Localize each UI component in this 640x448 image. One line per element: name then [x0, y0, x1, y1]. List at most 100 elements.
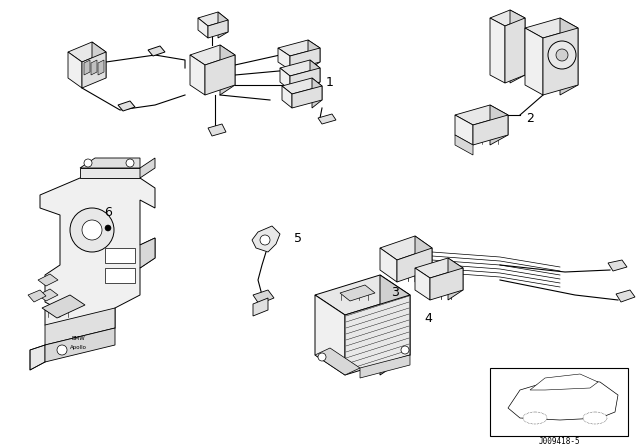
Polygon shape	[380, 275, 410, 375]
Polygon shape	[616, 290, 635, 302]
Polygon shape	[315, 295, 345, 375]
Polygon shape	[42, 295, 85, 318]
Text: 5: 5	[294, 232, 302, 245]
Polygon shape	[415, 268, 430, 300]
Text: Apollo: Apollo	[70, 345, 86, 350]
Polygon shape	[118, 101, 135, 111]
Circle shape	[548, 41, 576, 69]
Text: 2: 2	[526, 112, 534, 125]
Bar	[105, 268, 135, 283]
Polygon shape	[280, 60, 320, 76]
Circle shape	[318, 353, 326, 361]
Polygon shape	[140, 238, 155, 268]
Polygon shape	[45, 328, 115, 362]
Polygon shape	[92, 42, 106, 78]
Polygon shape	[430, 268, 463, 300]
Circle shape	[260, 235, 270, 245]
Polygon shape	[530, 374, 598, 390]
Text: 6: 6	[104, 206, 112, 219]
Circle shape	[105, 225, 111, 231]
Text: 3: 3	[391, 285, 399, 298]
Polygon shape	[98, 60, 104, 75]
Polygon shape	[253, 298, 268, 316]
Text: 4: 4	[424, 311, 432, 324]
Polygon shape	[312, 78, 322, 108]
Polygon shape	[543, 28, 578, 95]
Polygon shape	[340, 285, 375, 301]
Polygon shape	[282, 86, 292, 108]
Polygon shape	[490, 105, 508, 145]
Polygon shape	[82, 52, 106, 88]
Bar	[490, 368, 628, 436]
Circle shape	[126, 159, 134, 167]
Polygon shape	[148, 46, 165, 56]
Ellipse shape	[583, 412, 607, 424]
Polygon shape	[315, 348, 360, 375]
Polygon shape	[608, 260, 627, 271]
Circle shape	[84, 159, 92, 167]
Circle shape	[57, 345, 67, 355]
Circle shape	[556, 49, 568, 61]
Polygon shape	[380, 248, 397, 282]
Polygon shape	[190, 55, 205, 95]
Polygon shape	[505, 18, 525, 83]
Polygon shape	[253, 290, 274, 304]
Polygon shape	[28, 290, 46, 302]
Polygon shape	[490, 18, 505, 83]
Circle shape	[70, 208, 114, 252]
Polygon shape	[208, 124, 226, 136]
Text: J009418-5: J009418-5	[538, 438, 580, 447]
Bar	[105, 248, 135, 263]
Polygon shape	[38, 274, 58, 286]
Polygon shape	[190, 45, 235, 65]
Polygon shape	[397, 248, 432, 282]
Polygon shape	[415, 258, 463, 278]
Text: BMW: BMW	[71, 336, 85, 340]
Polygon shape	[310, 60, 320, 90]
Polygon shape	[218, 12, 228, 38]
Polygon shape	[282, 78, 322, 94]
Polygon shape	[68, 42, 106, 62]
Polygon shape	[490, 10, 525, 26]
Polygon shape	[30, 345, 45, 370]
Polygon shape	[252, 226, 280, 252]
Polygon shape	[80, 158, 140, 168]
Polygon shape	[345, 295, 410, 375]
Text: 1: 1	[326, 76, 334, 89]
Polygon shape	[40, 178, 155, 335]
Polygon shape	[380, 236, 432, 260]
Polygon shape	[290, 48, 320, 70]
Polygon shape	[280, 68, 290, 90]
Polygon shape	[80, 168, 140, 178]
Polygon shape	[318, 114, 336, 124]
Polygon shape	[510, 10, 525, 83]
Circle shape	[401, 346, 409, 354]
Polygon shape	[198, 18, 208, 38]
Polygon shape	[91, 60, 97, 75]
Polygon shape	[84, 60, 90, 75]
Polygon shape	[292, 86, 322, 108]
Circle shape	[82, 220, 102, 240]
Polygon shape	[508, 378, 618, 420]
Polygon shape	[220, 45, 235, 95]
Polygon shape	[360, 355, 410, 378]
Polygon shape	[415, 236, 432, 282]
Polygon shape	[278, 40, 320, 56]
Polygon shape	[315, 275, 410, 315]
Polygon shape	[140, 158, 155, 178]
Polygon shape	[525, 28, 543, 95]
Ellipse shape	[523, 412, 547, 424]
Polygon shape	[68, 52, 82, 88]
Polygon shape	[448, 258, 463, 300]
Polygon shape	[525, 18, 578, 38]
Polygon shape	[455, 135, 473, 155]
Polygon shape	[455, 105, 508, 125]
Polygon shape	[308, 40, 320, 70]
Polygon shape	[278, 48, 290, 70]
Polygon shape	[45, 308, 115, 345]
Polygon shape	[560, 18, 578, 95]
Polygon shape	[198, 12, 228, 26]
Polygon shape	[290, 68, 320, 90]
Polygon shape	[455, 115, 473, 145]
Polygon shape	[205, 55, 235, 95]
